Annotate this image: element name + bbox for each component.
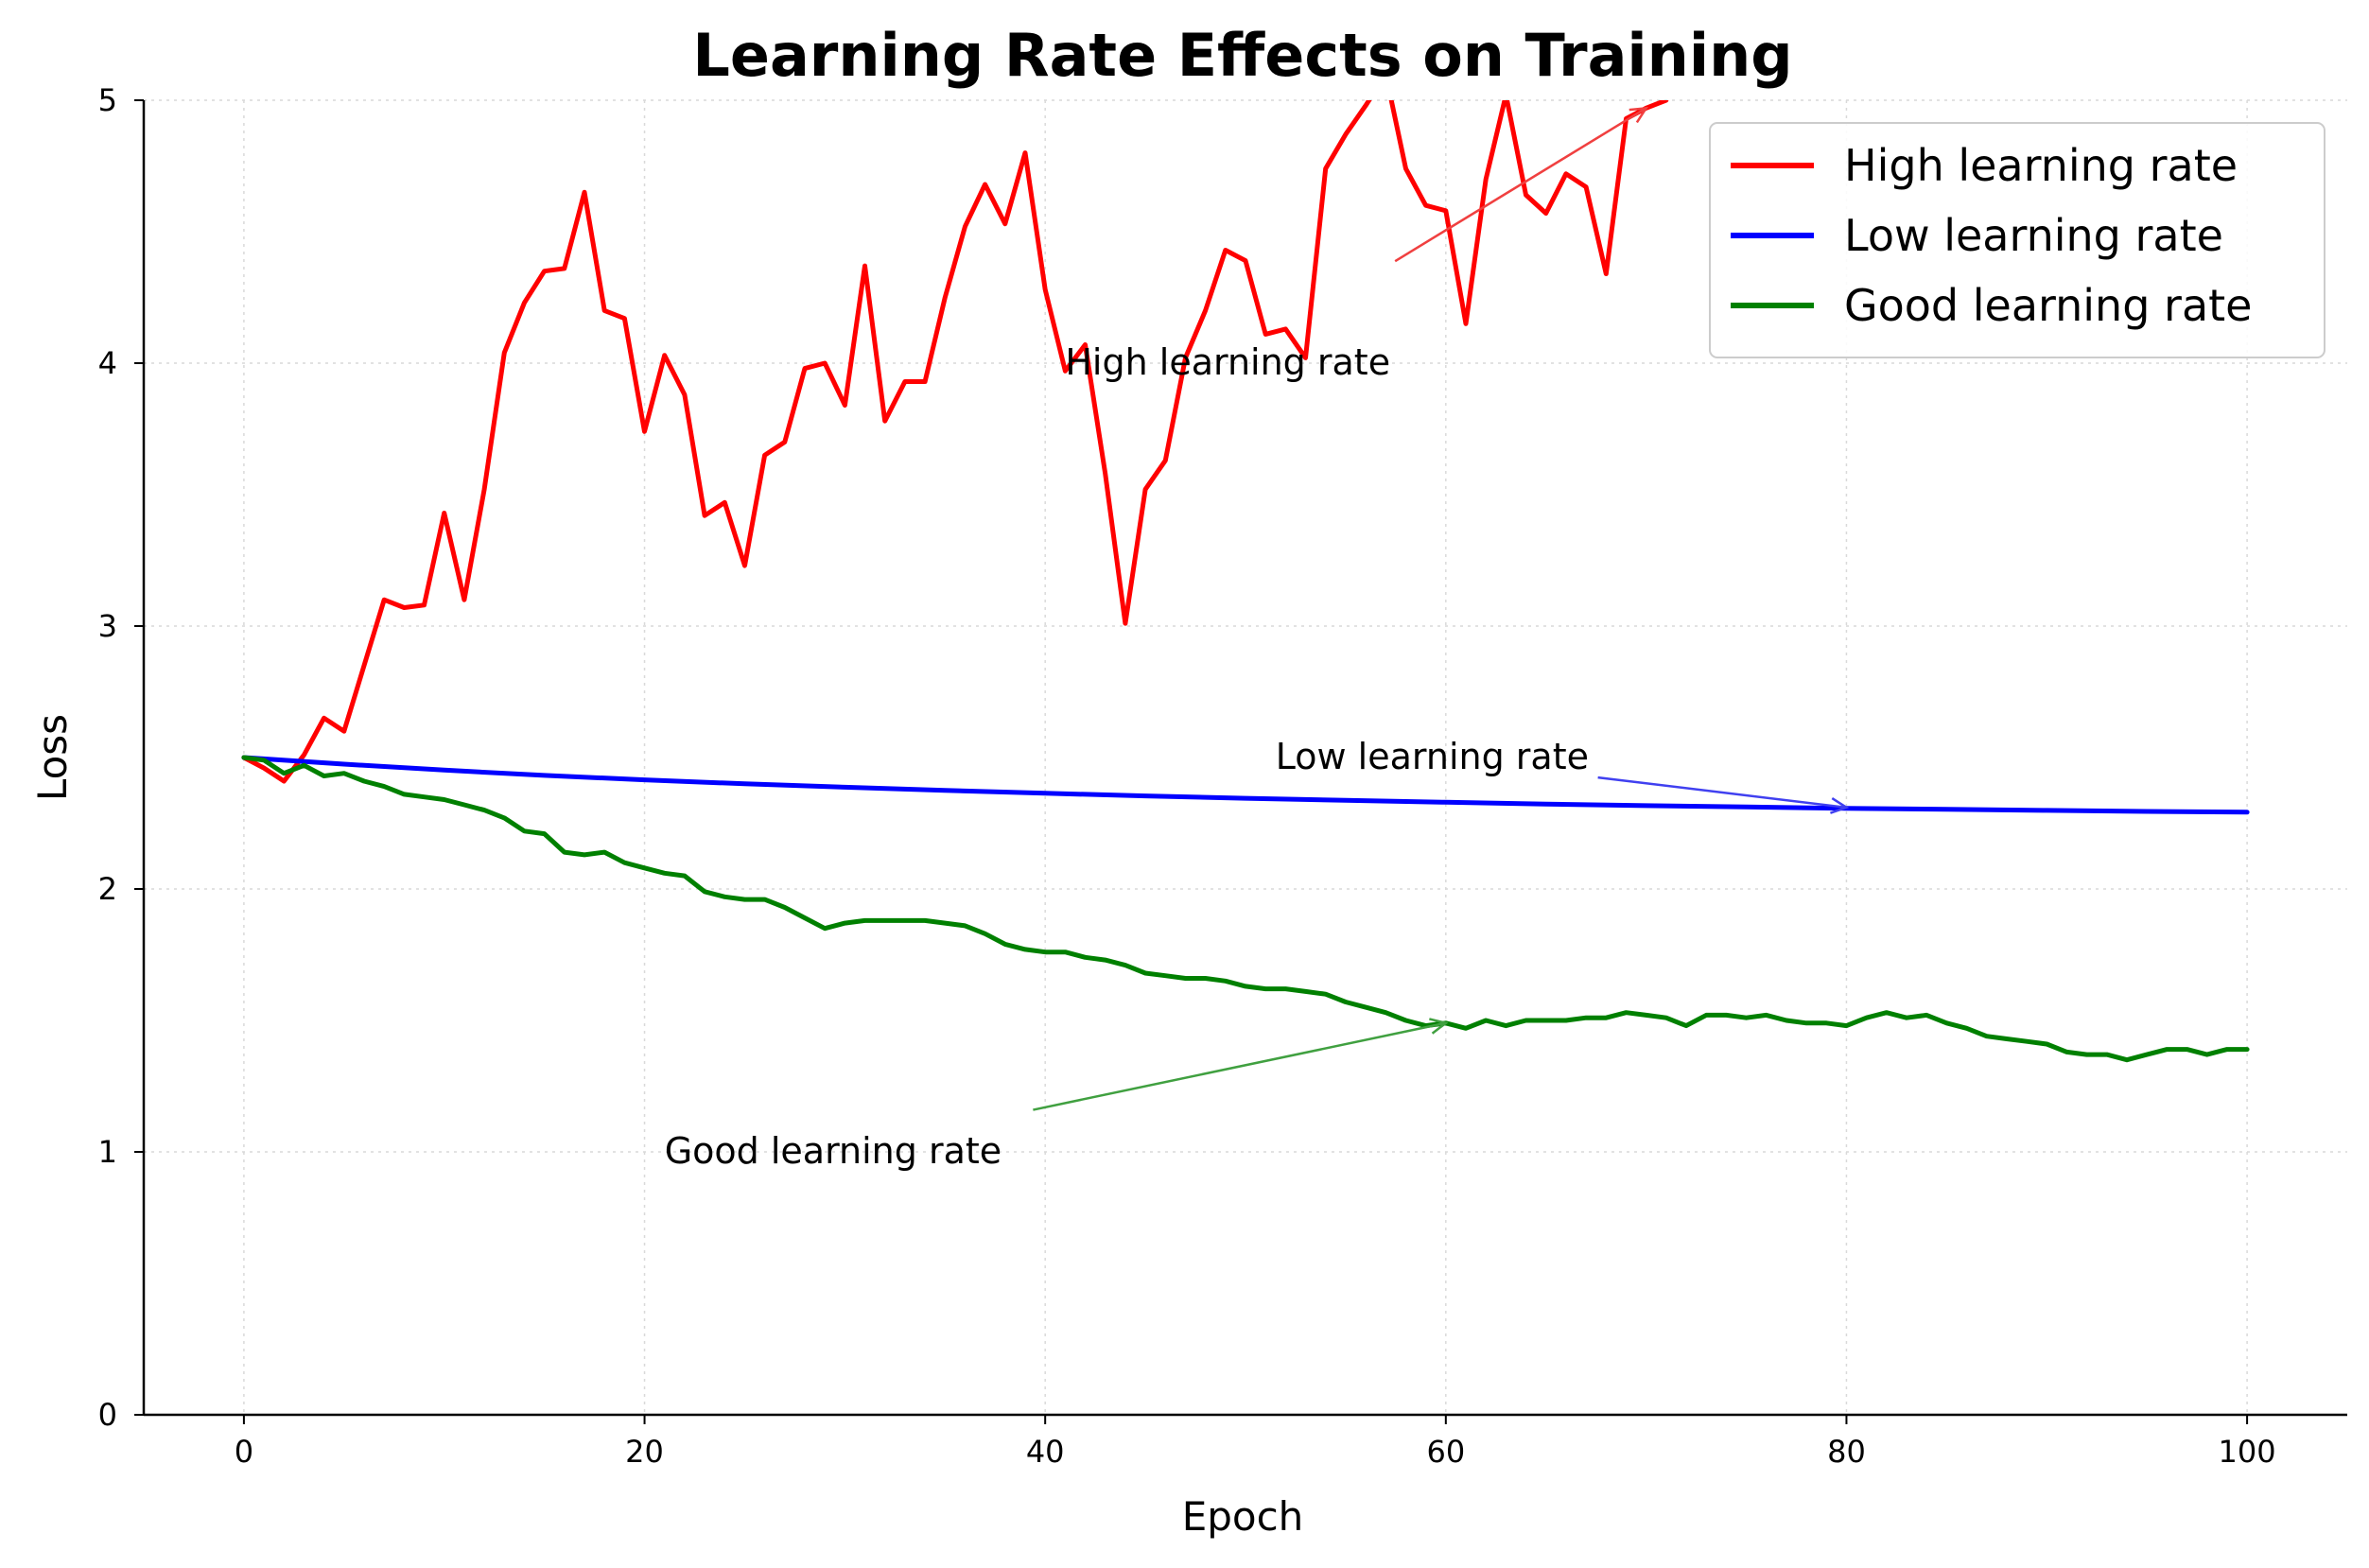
x-tick-label: 80 bbox=[1827, 1434, 1866, 1470]
series-line-0 bbox=[241, 100, 1669, 784]
x-tick-label: 20 bbox=[625, 1434, 664, 1470]
x-ticks: 0 20 40 60 80 100 bbox=[235, 1415, 2276, 1470]
annotation-arrow-1 bbox=[1597, 775, 1847, 810]
legend: High learning rate Low learning rate Good … bbox=[1709, 122, 2325, 358]
annotation-arrowhead-1 bbox=[1830, 797, 1850, 814]
legend-label-2: Good learning rate bbox=[1844, 280, 2252, 331]
y-tick-label: 5 bbox=[98, 82, 117, 118]
y-tick-label: 2 bbox=[98, 871, 117, 907]
series-group bbox=[241, 100, 2250, 1063]
y-tick-label: 4 bbox=[98, 345, 117, 381]
series-line-1 bbox=[241, 755, 2250, 815]
x-tick-label: 0 bbox=[235, 1434, 253, 1470]
x-tick-label: 100 bbox=[2219, 1434, 2276, 1470]
y-tick-label: 1 bbox=[98, 1134, 117, 1170]
legend-box bbox=[1709, 122, 2325, 358]
chart-title: Learning Rate Effects on Training bbox=[692, 21, 1792, 90]
legend-label-1: Low learning rate bbox=[1844, 210, 2223, 261]
axes bbox=[142, 100, 2347, 1417]
y-axis-label: Loss bbox=[29, 714, 76, 801]
y-tick-label: 0 bbox=[98, 1397, 117, 1433]
x-axis-label: Epoch bbox=[1182, 1493, 1304, 1540]
series-line-2 bbox=[241, 755, 2250, 1063]
annotations: High learning rate Low learning rate Good … bbox=[665, 106, 1850, 1172]
annotation-arrowhead-0 bbox=[1629, 106, 1649, 124]
annotation-arrow-0 bbox=[1394, 107, 1647, 263]
y-tick-label: 3 bbox=[98, 608, 117, 644]
annotation-label-1: Low learning rate bbox=[1276, 736, 1589, 777]
x-tick-label: 60 bbox=[1426, 1434, 1465, 1470]
x-tick-label: 40 bbox=[1026, 1434, 1065, 1470]
legend-label-0: High learning rate bbox=[1844, 140, 2238, 191]
annotation-arrow-2 bbox=[1033, 1021, 1447, 1111]
annotation-arrowhead-2 bbox=[1429, 1018, 1449, 1035]
annotation-label-2: Good learning rate bbox=[665, 1130, 1002, 1172]
y-ticks: 0 1 2 3 4 5 bbox=[98, 82, 144, 1433]
annotation-label-0: High learning rate bbox=[1065, 341, 1390, 383]
